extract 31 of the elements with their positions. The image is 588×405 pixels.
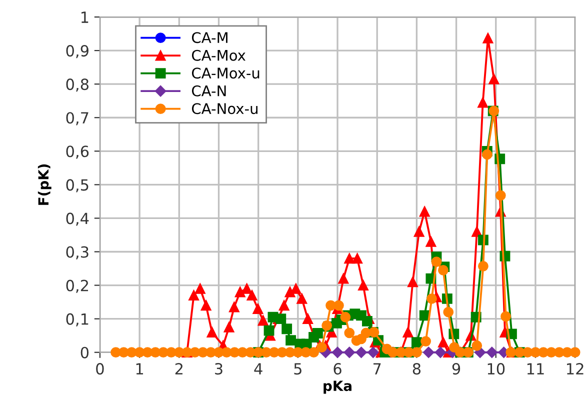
y-axis-title: F(pK) (38, 164, 52, 205)
x-tick-label: 3 (215, 363, 222, 375)
legend-label: CA-Mox-u (192, 68, 260, 79)
y-tick-label: 0 (80, 346, 89, 358)
x-tick-label: 9 (452, 363, 460, 375)
x-tick-label: 10 (488, 363, 505, 375)
x-tick-label: 11 (527, 363, 544, 374)
y-tick-label: 0,4 (66, 212, 89, 226)
x-tick-label: 7 (373, 363, 381, 374)
legend-label: CA-Mox (192, 50, 246, 61)
x-tick-label: 8 (412, 363, 421, 375)
y-tick-label: 0,7 (66, 112, 88, 126)
x-tick-label: 5 (294, 363, 302, 375)
y-tick-label: 0,2 (66, 280, 88, 293)
y-tick-label: 0,8 (66, 78, 88, 92)
y-tick-label: 0,6 (66, 146, 89, 159)
x-tick-label: 4 (254, 363, 262, 374)
y-tick-label: 0,5 (66, 179, 88, 192)
x-tick-label: 2 (175, 363, 182, 374)
x-axis-title: pKa (324, 380, 352, 394)
legend-label: CA-N (192, 85, 226, 96)
y-tick-label: 1 (82, 12, 88, 23)
y-tick-label: 0,1 (66, 313, 88, 326)
x-tick-label: 1 (136, 363, 143, 374)
x-tick-label: 0 (96, 363, 104, 375)
y-tick-label: 0,3 (66, 246, 88, 260)
y-tick-label: 0,9 (66, 45, 88, 58)
legend-label: CA-M (192, 32, 228, 44)
x-tick-label: 6 (334, 363, 342, 375)
x-tick-label: 12 (567, 363, 584, 374)
legend-label: CA-Nox-u (192, 103, 258, 114)
